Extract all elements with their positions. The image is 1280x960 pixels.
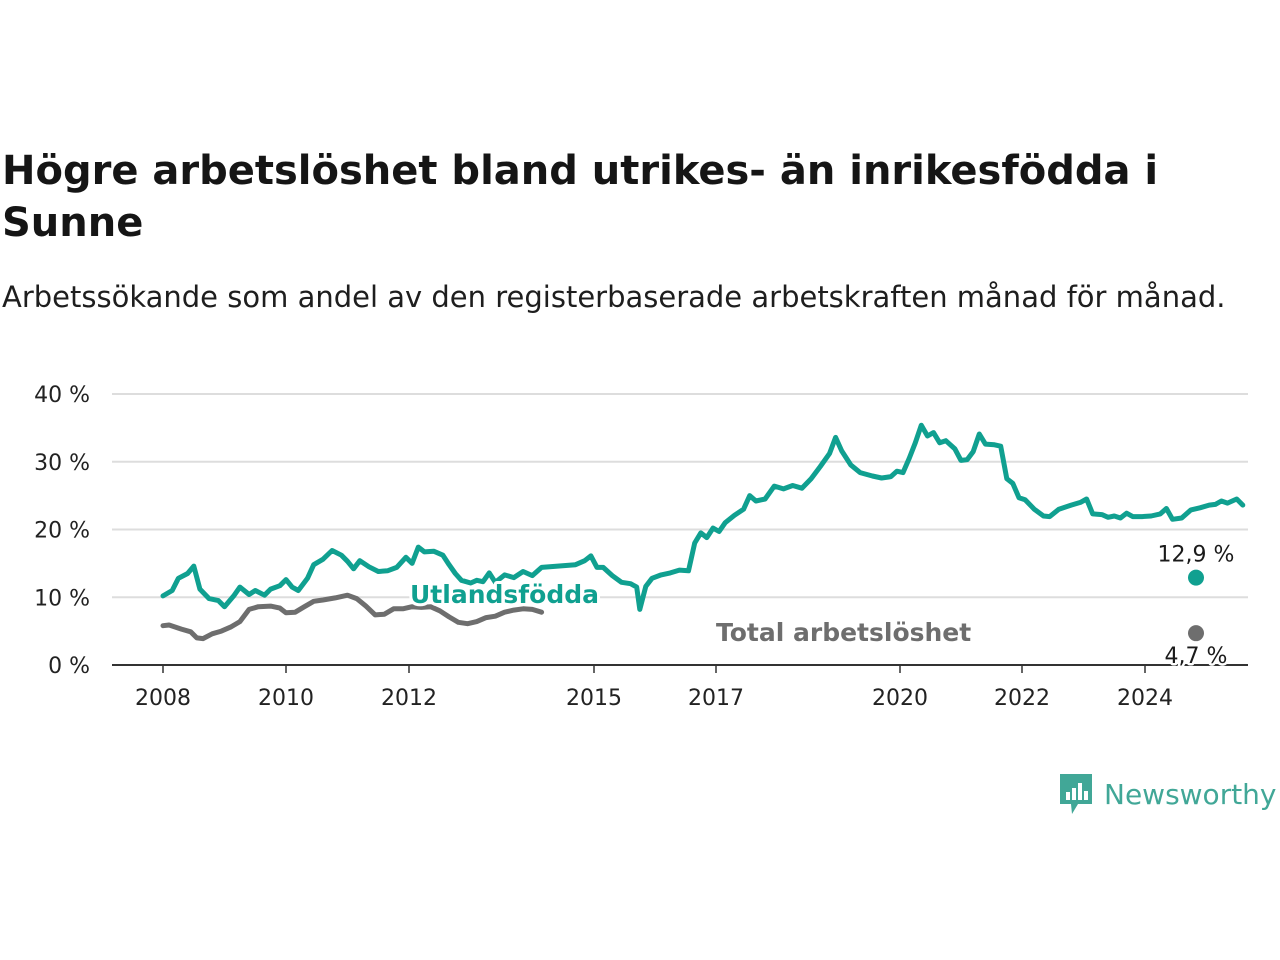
brand-name: Newsworthy bbox=[1104, 777, 1277, 811]
y-tick-label: 0 % bbox=[48, 654, 90, 679]
series-end-dot bbox=[1188, 569, 1204, 586]
y-tick-label: 20 % bbox=[34, 519, 90, 544]
newsworthy-chart-bubble-icon bbox=[1060, 774, 1092, 814]
newsworthy-logo[interactable]: Newsworthy bbox=[1058, 772, 1277, 816]
series-labels: 12,9 % 4,7 % Utlandsfödda Total arbetslöshe… bbox=[407, 540, 1237, 672]
gridlines bbox=[112, 393, 1248, 666]
series-end-dot bbox=[1188, 625, 1204, 642]
x-tick-label: 2022 bbox=[994, 686, 1050, 711]
x-tick-label: 2024 bbox=[1117, 686, 1173, 711]
x-tick-label: 2015 bbox=[566, 686, 622, 711]
x-tick-label: 2008 bbox=[135, 686, 191, 711]
x-tick-label: 2012 bbox=[381, 686, 437, 711]
series-line-utlandsfodda bbox=[160, 422, 1246, 612]
series-lines bbox=[160, 422, 1246, 642]
x-tick-label: 2020 bbox=[872, 686, 928, 711]
series-line-total bbox=[160, 592, 545, 642]
chart-subtitle: Arbetssökande som andel av den registerb… bbox=[2, 280, 1226, 314]
series-end-value-label: 4,7 % bbox=[1165, 644, 1228, 669]
chart-title: Högre arbetslöshet bland utrikes- än inr… bbox=[2, 148, 1159, 246]
y-tick-label: 30 % bbox=[34, 451, 90, 476]
x-tick-label: 2010 bbox=[258, 686, 314, 711]
axes: 0 % 10 % 20 % 30 % 40 % 2008 2010 2012 2015 2017 2… bbox=[34, 383, 1173, 711]
x-tick-label: 2017 bbox=[688, 686, 744, 711]
y-tick-label: 10 % bbox=[34, 586, 90, 611]
series-name-label: Total arbetslöshet bbox=[716, 618, 971, 647]
y-tick-label: 40 % bbox=[34, 383, 90, 408]
line-chart: 0 % 10 % 20 % 30 % 40 % 2008 2010 2012 2015 2017 2… bbox=[34, 383, 1248, 711]
series-end-value-label: 12,9 % bbox=[1158, 543, 1235, 568]
series-name-label: Utlandsfödda bbox=[410, 580, 599, 609]
